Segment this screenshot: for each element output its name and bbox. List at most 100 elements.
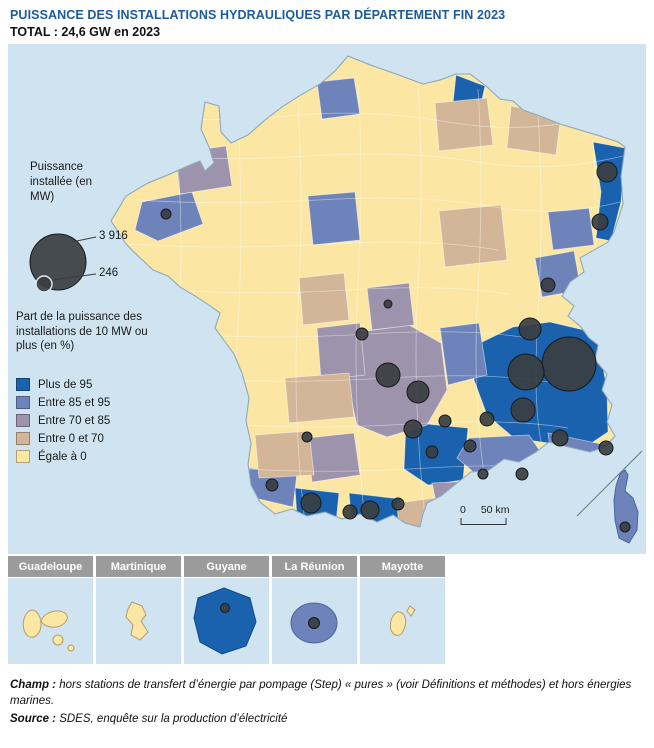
power-circle — [265, 478, 279, 492]
region-marne — [434, 97, 494, 152]
size-legend-shapes — [29, 233, 97, 293]
petite-ile — [67, 644, 75, 652]
overseas-inset-guyane: Guyane — [184, 556, 269, 664]
power-circle — [515, 467, 529, 481]
region-vosges — [547, 207, 595, 251]
power-circle — [463, 439, 477, 453]
reunion-power-circle — [308, 617, 320, 629]
guyane-territory — [193, 587, 257, 655]
overseas-map-reunion — [272, 578, 357, 664]
overseas-strip: Guadeloupe Martinique Guyane — [8, 556, 654, 664]
power-circle — [518, 317, 542, 341]
department-patches — [117, 74, 625, 527]
page-title: PUISSANCE DES INSTALLATIONS HYDRAULIQUES… — [10, 8, 506, 22]
region-creuse — [316, 322, 366, 381]
power-circle — [438, 414, 452, 428]
scale-end: 50 km — [480, 504, 510, 516]
region-lorraine — [506, 105, 562, 156]
overseas-label-guadeloupe: Guadeloupe — [8, 556, 93, 577]
martinique-island — [125, 601, 149, 641]
size-legend-min-circle — [35, 275, 53, 293]
legend-item: Entre 70 et 85 — [16, 414, 110, 427]
power-circle — [391, 497, 405, 511]
overseas-map-martinique — [96, 578, 181, 664]
region-oise — [316, 77, 361, 120]
power-circle — [403, 419, 423, 439]
legend-swatch — [16, 450, 30, 463]
overseas-inset-guadeloupe: Guadeloupe — [8, 556, 93, 664]
power-circle — [591, 213, 609, 231]
power-circle — [300, 492, 322, 514]
champ-text: hors stations de transfert d’énergie par… — [10, 679, 632, 708]
legend-item: Plus de 95 — [16, 378, 110, 391]
legend-item: Égale à 0 — [16, 450, 110, 463]
overseas-map-guyane — [184, 578, 269, 664]
region-cher — [307, 191, 361, 246]
power-circle — [160, 208, 172, 220]
guadeloupe-island-east — [40, 610, 68, 628]
power-circle — [619, 521, 631, 533]
power-circle — [301, 431, 313, 443]
champ-label: Champ : — [10, 679, 56, 691]
overseas-label-reunion: La Réunion — [272, 556, 357, 577]
guadeloupe-island — [22, 609, 42, 638]
legend-label: Entre 85 et 95 — [38, 396, 111, 409]
overseas-label-mayotte: Mayotte — [360, 556, 445, 577]
power-circle — [342, 504, 358, 520]
power-circle — [507, 353, 545, 391]
size-legend-connectors — [51, 236, 97, 281]
power-circle — [510, 397, 536, 423]
power-circle — [375, 362, 401, 388]
overseas-label-martinique: Martinique — [96, 556, 181, 577]
choropleth-legend-items: Plus de 95 Entre 85 et 95 Entre 70 et 85 En… — [16, 378, 110, 468]
legend-item: Entre 85 et 95 — [16, 396, 110, 409]
power-circle — [598, 440, 614, 456]
champ-note: Champ : hors stations de transfert d’éne… — [10, 677, 634, 709]
overseas-map-mayotte — [360, 578, 445, 664]
size-legend-min-value: 246 — [99, 267, 119, 279]
power-circle — [383, 299, 393, 309]
power-circle — [355, 327, 369, 341]
power-circle — [540, 277, 556, 293]
legend-label: Plus de 95 — [38, 378, 93, 391]
total-line: TOTAL : 24,6 GW en 2023 — [10, 25, 161, 39]
legend-label: Entre 70 et 85 — [38, 414, 111, 427]
legend-label: Égale à 0 — [38, 450, 87, 463]
mayotte-islet — [406, 605, 416, 617]
infographic: PUISSANCE DES INSTALLATIONS HYDRAULIQUES… — [0, 0, 654, 726]
mayotte-island — [389, 611, 407, 636]
legend-swatch — [16, 414, 30, 427]
legend-swatch — [16, 396, 30, 409]
power-circle — [541, 336, 597, 392]
region-bourgogne — [438, 204, 508, 268]
legend-item: Entre 0 et 70 — [16, 432, 110, 445]
legend-swatch — [16, 378, 30, 391]
overseas-inset-mayotte: Mayotte — [360, 556, 445, 664]
power-circle — [479, 411, 495, 427]
header: PUISSANCE DES INSTALLATIONS HYDRAULIQUES… — [0, 0, 654, 44]
size-legend-label: Puissance installée (en MW) — [30, 161, 93, 203]
region-dordogne — [284, 372, 355, 424]
scale-start: 0 — [460, 504, 466, 516]
power-circles-layer — [160, 161, 631, 533]
marie-galante-island — [52, 634, 64, 646]
source-label: Source : — [10, 713, 57, 726]
scale-bar: 0 50 km — [460, 504, 530, 529]
legend-label: Entre 0 et 70 — [38, 432, 104, 445]
power-circle — [360, 500, 380, 520]
source-text: SDES, enquête sur la production d’électr… — [56, 713, 288, 726]
power-circle — [406, 380, 430, 404]
choropleth-legend-label: Part de la puissance des installations d… — [16, 311, 148, 353]
guyane-power-circle — [220, 603, 230, 613]
region-jura — [534, 250, 582, 298]
legend-swatch — [16, 432, 30, 445]
overseas-label-guyane: Guyane — [184, 556, 269, 577]
region-rhone — [439, 322, 488, 386]
power-circle — [596, 161, 618, 183]
overseas-inset-martinique: Martinique — [96, 556, 181, 664]
power-circle — [551, 429, 569, 447]
region-indre — [298, 272, 350, 326]
map-panel: Puissance installée (en MW) 3 916 246 Pa… — [8, 44, 646, 554]
corsica-separator — [576, 450, 643, 517]
scale-bar-line — [460, 518, 507, 525]
